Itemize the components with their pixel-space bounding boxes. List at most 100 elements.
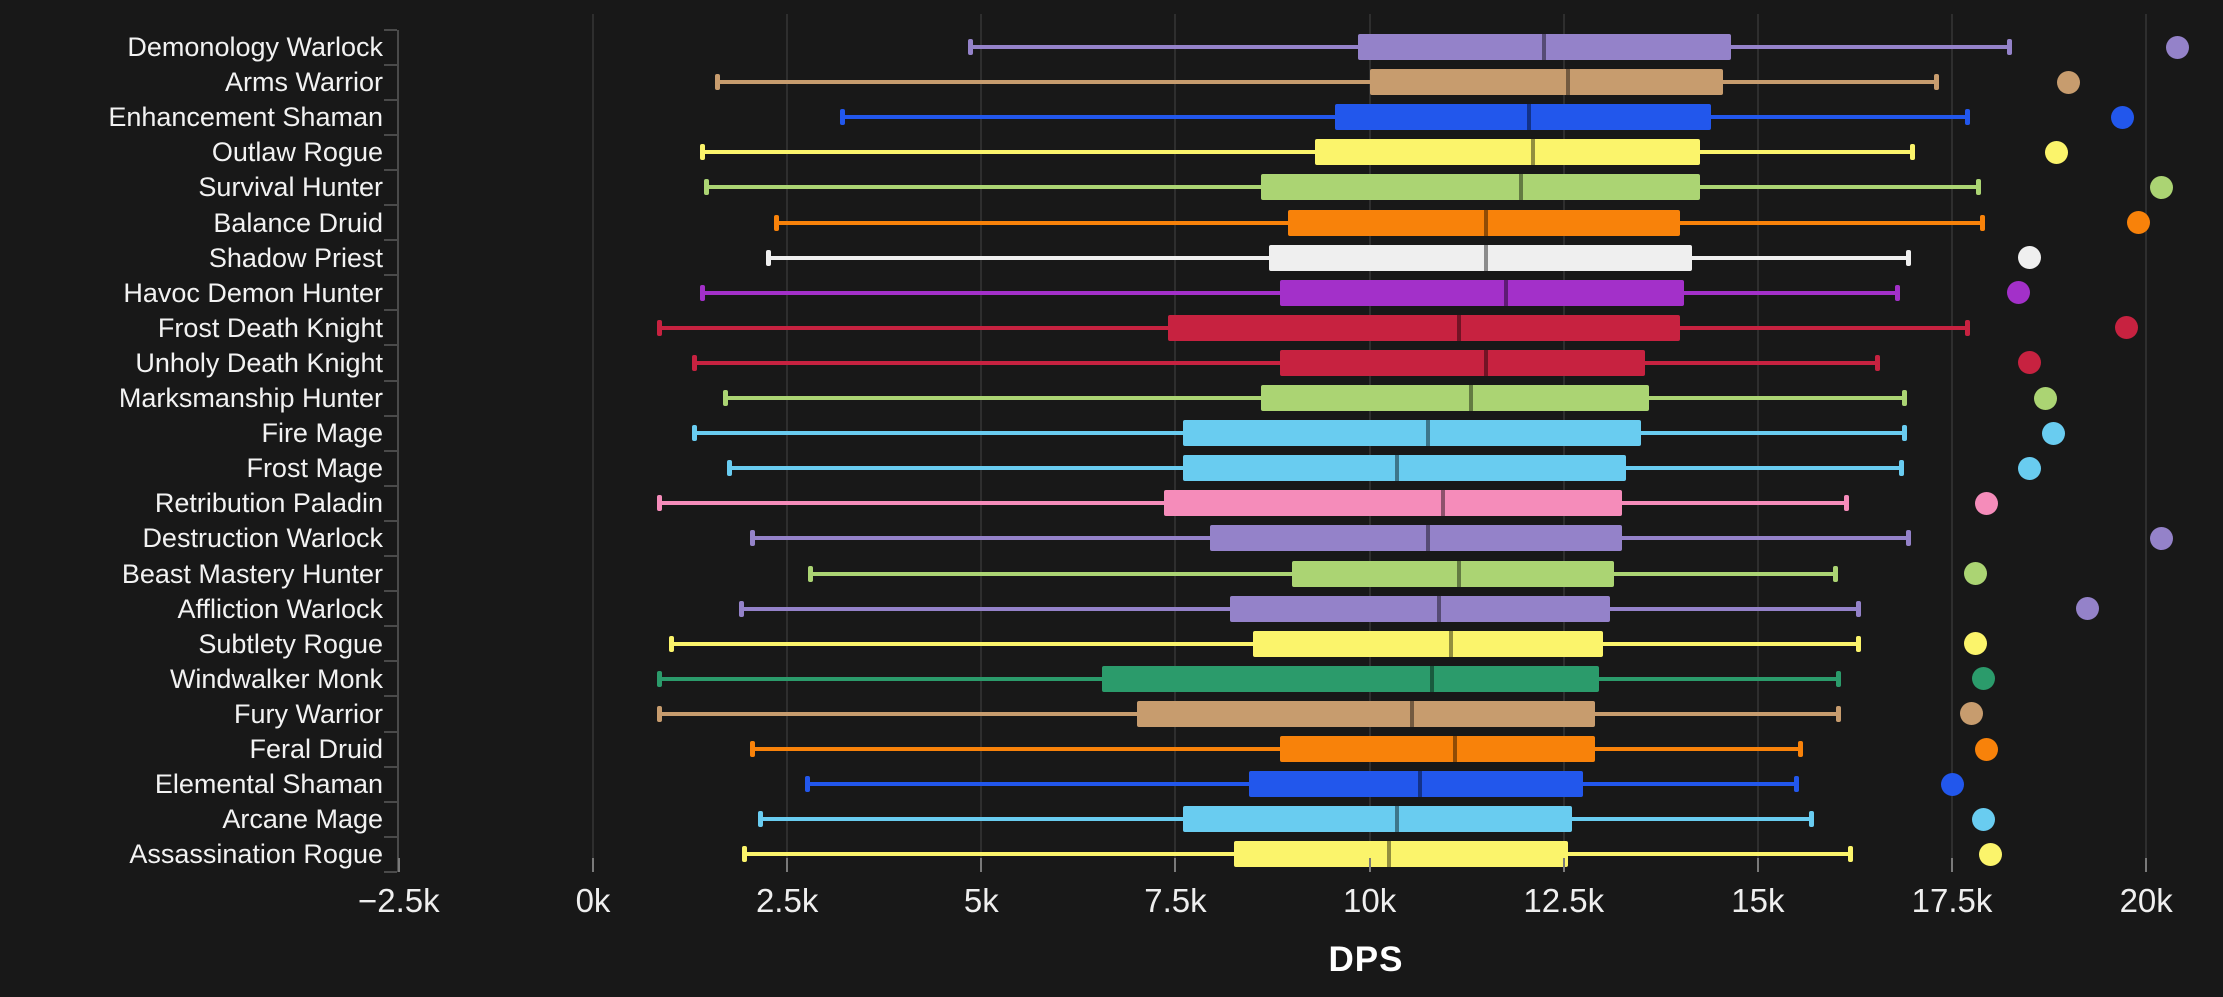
median-line xyxy=(1437,595,1442,622)
x-axis-label: −2.5k xyxy=(358,882,440,919)
y-axis-label: Frost Death Knight xyxy=(157,312,383,343)
whisker-cap-max xyxy=(1832,565,1838,582)
x-axis-label: 15k xyxy=(1731,882,1785,919)
outlier-dot xyxy=(2033,386,2057,410)
y-axis-label: Survival Hunter xyxy=(198,172,383,203)
x-axis-label: 0k xyxy=(575,882,611,919)
x-axis-tick xyxy=(1951,857,1954,872)
whisker-cap-min xyxy=(757,811,763,828)
outlier-dot xyxy=(2018,351,2042,375)
median-line xyxy=(1418,771,1423,798)
y-axis-tick xyxy=(384,309,397,312)
x-axis-label: 2.5k xyxy=(755,882,819,919)
y-axis-tick xyxy=(384,28,397,31)
median-line xyxy=(1429,665,1434,692)
y-axis-tick xyxy=(384,414,397,417)
median-line xyxy=(1468,385,1473,412)
y-axis-label: Unholy Death Knight xyxy=(135,347,383,378)
y-axis-label: Beast Mastery Hunter xyxy=(121,558,383,589)
y-axis-tick xyxy=(384,800,397,803)
whisker-cap-min xyxy=(738,600,744,617)
whisker-cap-min xyxy=(723,390,729,407)
median-line xyxy=(1565,69,1570,96)
whisker-cap-max xyxy=(1906,530,1912,547)
outlier-dot xyxy=(2018,456,2042,480)
box xyxy=(1280,349,1646,376)
box xyxy=(1280,279,1685,306)
gridline-5k xyxy=(980,14,983,872)
median-line xyxy=(1441,490,1446,517)
outlier-dot xyxy=(1971,667,1995,691)
whisker-cap-max xyxy=(1875,354,1881,371)
box xyxy=(1291,560,1615,587)
box xyxy=(1315,139,1700,166)
median-line xyxy=(1449,630,1454,657)
whisker-cap-max xyxy=(1894,284,1900,301)
y-axis-tick xyxy=(384,449,397,452)
y-axis-tick xyxy=(384,835,397,838)
whisker-cap-min xyxy=(691,425,697,442)
whisker-cap-min xyxy=(691,354,697,371)
box xyxy=(1260,174,1700,201)
whisker xyxy=(701,150,1914,155)
box xyxy=(1229,595,1611,622)
box xyxy=(1233,841,1568,868)
outlier-dot xyxy=(2006,281,2030,305)
whisker-cap-min xyxy=(699,284,705,301)
median-line xyxy=(1456,314,1461,341)
whisker-cap-max xyxy=(1836,705,1842,722)
x-axis-tick xyxy=(397,857,400,872)
whisker-cap-min xyxy=(773,214,779,231)
box xyxy=(1334,104,1712,131)
x-axis-tick xyxy=(1174,857,1177,872)
y-axis-label: Fire Mage xyxy=(261,418,383,449)
x-axis-tick xyxy=(786,857,789,872)
y-axis-label: Fury Warrior xyxy=(234,698,383,729)
y-axis-tick xyxy=(384,239,397,242)
x-axis-label: 7.5k xyxy=(1144,882,1207,919)
whisker-cap-max xyxy=(1836,670,1842,687)
x-axis-title: DPS xyxy=(1328,940,1404,979)
median-line xyxy=(1425,525,1430,552)
y-axis-line xyxy=(397,29,399,872)
median-line xyxy=(1530,139,1535,166)
y-axis-tick xyxy=(384,590,397,593)
outlier-dot xyxy=(2165,35,2189,59)
y-axis-tick xyxy=(384,98,397,101)
whisker-cap-max xyxy=(1980,214,1986,231)
outlier-dot xyxy=(1963,562,1987,586)
whisker-cap-max xyxy=(1855,635,1861,652)
x-axis-tick xyxy=(1756,857,1759,872)
median-line xyxy=(1484,244,1489,271)
whisker-cap-min xyxy=(657,495,662,512)
whisker-cap-min xyxy=(657,670,662,687)
outlier-dot xyxy=(2041,421,2065,445)
median-line xyxy=(1456,560,1461,587)
whisker-cap-min xyxy=(765,249,771,266)
box xyxy=(1183,806,1572,833)
y-axis-label: Shadow Priest xyxy=(208,242,383,273)
x-axis-label: 10k xyxy=(1342,882,1397,919)
y-axis-tick xyxy=(384,519,397,522)
y-axis-label: Balance Druid xyxy=(213,207,383,238)
median-line xyxy=(1519,174,1524,201)
gridline-17.5k xyxy=(1951,14,1954,872)
box xyxy=(1288,209,1681,236)
y-axis-label: Arcane Mage xyxy=(222,804,383,835)
median-line xyxy=(1526,104,1531,131)
outlier-dot xyxy=(1940,772,1964,796)
whisker-cap-min xyxy=(839,109,845,126)
outlier-dot xyxy=(1975,737,1999,761)
box xyxy=(1253,630,1603,657)
whisker-cap-min xyxy=(750,741,756,758)
whisker-cap-max xyxy=(1848,846,1854,863)
y-axis-tick xyxy=(384,133,397,136)
whisker-cap-max xyxy=(1855,600,1861,617)
y-axis-label: Windwalker Monk xyxy=(169,663,383,694)
whisker-cap-max xyxy=(1964,109,1970,126)
y-axis-label: Havoc Demon Hunter xyxy=(123,277,383,308)
median-line xyxy=(1453,736,1458,763)
median-line xyxy=(1394,455,1399,482)
x-axis-tick xyxy=(592,857,594,872)
